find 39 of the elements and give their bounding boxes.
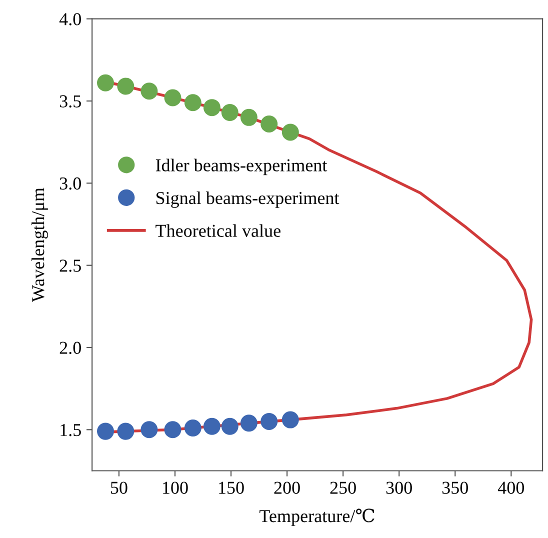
- point: [282, 124, 299, 141]
- y-tick-label: 3.0: [60, 177, 81, 190]
- point: [117, 422, 134, 440]
- x-tick-label: 100: [163, 482, 188, 494]
- point: [260, 116, 278, 133]
- x-tick-label: 50: [110, 482, 128, 494]
- point: [117, 78, 134, 95]
- point: [240, 414, 258, 432]
- x-axis-title: Temperature/℃: [260, 508, 374, 526]
- legend-label: Theoretical value: [156, 224, 280, 237]
- point: [203, 99, 220, 116]
- point: [282, 411, 299, 428]
- y-axis-title: Wavelength/μm: [32, 188, 48, 302]
- point: [203, 418, 220, 435]
- point: [184, 94, 202, 112]
- point: [97, 74, 114, 92]
- point: [221, 104, 238, 122]
- x-tick-label: 400: [498, 482, 524, 494]
- point: [221, 418, 238, 435]
- y-tick-label: 1.5: [60, 424, 81, 436]
- point: [184, 420, 202, 437]
- point: [140, 82, 158, 100]
- y-tick-label: 2.0: [60, 342, 81, 354]
- y-tick-label: 4.0: [59, 13, 81, 26]
- y-tick-label: 3.5: [60, 95, 81, 108]
- legend-label: Idler beams-experiment: [156, 158, 328, 176]
- point: [164, 89, 182, 106]
- x-tick-label: 300: [386, 482, 412, 494]
- x-tick-label: 150: [219, 482, 244, 494]
- point: [240, 108, 258, 126]
- point: [260, 412, 278, 430]
- point: [140, 421, 158, 438]
- x-tick-label: 250: [330, 482, 356, 494]
- point: [164, 421, 182, 438]
- x-tick-label: 350: [442, 482, 468, 494]
- legend-label: Signal beams-experiment: [156, 191, 340, 208]
- x-tick-label: 200: [274, 482, 300, 494]
- y-tick-label: 2.5: [60, 260, 81, 272]
- point: [97, 422, 114, 440]
